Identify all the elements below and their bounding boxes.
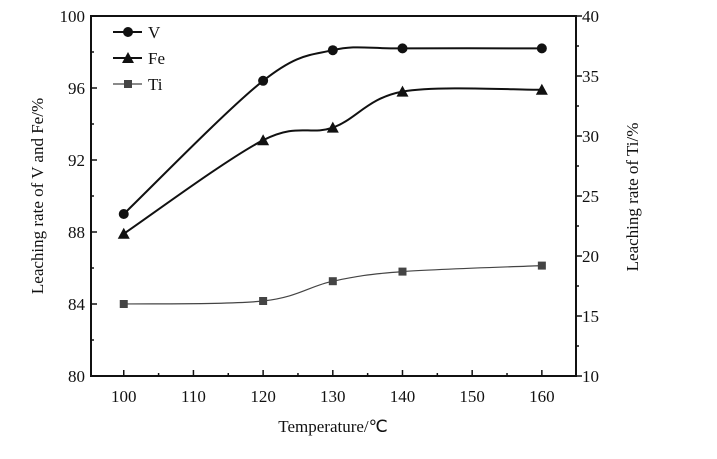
data-point-fe <box>396 85 409 97</box>
legend: V Fe Ti <box>113 23 165 94</box>
data-point-fe <box>257 134 270 146</box>
legend-marker-fe <box>122 52 134 63</box>
x-tick-label: 160 <box>529 387 555 406</box>
legend-label-v: V <box>148 23 161 42</box>
x-tick-label: 120 <box>250 387 276 406</box>
legend-marker-v <box>123 27 133 37</box>
data-point-v <box>327 45 338 56</box>
data-point-v <box>397 43 408 54</box>
y2-tick-label: 10 <box>582 367 599 386</box>
data-point-ti <box>398 267 407 276</box>
data-point-ti <box>537 261 546 270</box>
y2-axis-label: Leaching rate of Ti/% <box>623 123 642 272</box>
y-tick-label: 92 <box>68 151 85 170</box>
x-tick-label: 130 <box>320 387 346 406</box>
data-point-ti <box>119 300 128 308</box>
data-point-ti <box>259 297 268 305</box>
legend-label-ti: Ti <box>148 75 163 94</box>
series-line-fe <box>123 87 542 235</box>
data-point-v <box>118 209 129 219</box>
y-tick-label: 96 <box>68 79 85 98</box>
plot-frame <box>90 15 577 377</box>
data-point-v <box>258 75 269 86</box>
y-axis-label: Leaching rate of V and Fe/% <box>28 98 47 294</box>
x-axis-label: Temperature/℃ <box>278 417 387 436</box>
data-point-fe <box>326 121 339 133</box>
data-point-fe <box>117 227 130 239</box>
y2-tick-label: 30 <box>582 127 599 146</box>
y-tick-label: 84 <box>68 295 86 314</box>
axes: 100 110 120 130 140 150 160 80 84 88 92 96 100 10 15 20… <box>60 7 600 406</box>
y-tick-label: 88 <box>68 223 85 242</box>
y2-tick-label: 25 <box>582 187 599 206</box>
y2-tick-label: 35 <box>582 67 599 86</box>
data-point-fe <box>535 83 548 95</box>
x-tick-label: 100 <box>111 387 137 406</box>
legend-label-fe: Fe <box>148 49 165 68</box>
series-group <box>117 43 548 308</box>
y-tick-label: 100 <box>60 7 86 26</box>
x-tick-label: 140 <box>390 387 416 406</box>
y-tick-label: 80 <box>68 367 85 386</box>
y2-tick-label: 15 <box>582 307 599 326</box>
data-point-ti <box>328 277 337 286</box>
x-tick-label: 110 <box>181 387 206 406</box>
x-tick-label: 150 <box>459 387 485 406</box>
legend-marker-ti <box>124 80 132 88</box>
y2-tick-label: 40 <box>582 7 599 26</box>
data-point-v <box>536 43 547 54</box>
y2-tick-label: 20 <box>582 247 599 266</box>
